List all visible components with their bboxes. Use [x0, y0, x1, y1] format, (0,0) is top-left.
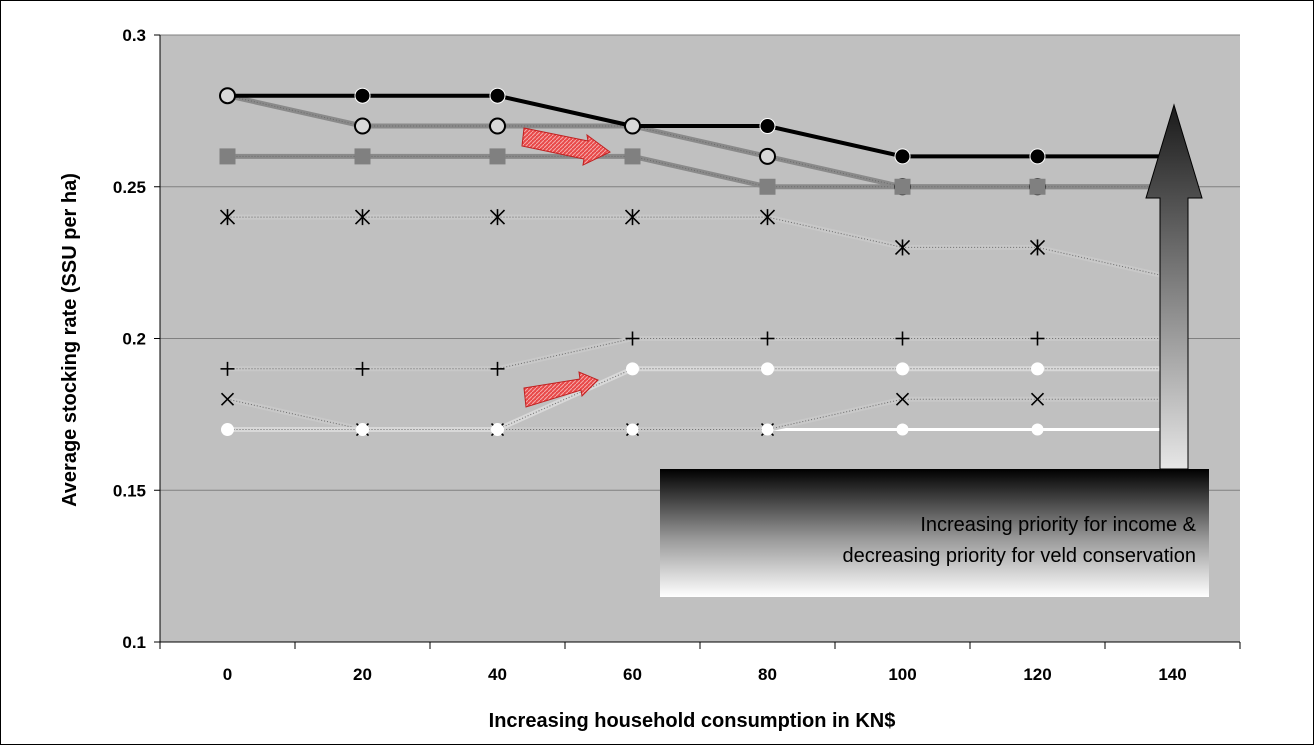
data-point	[1031, 423, 1044, 436]
series-marker-group	[219, 209, 1046, 256]
x-axis-label: Increasing household consumption in KN$	[489, 710, 896, 732]
data-point	[626, 423, 639, 436]
data-point	[1029, 148, 1046, 165]
data-point	[489, 148, 506, 165]
annotation-box	[660, 469, 1209, 597]
data-point	[490, 361, 505, 376]
data-point	[894, 148, 911, 165]
annotation-line-1: Increasing priority for income &	[920, 514, 1196, 536]
data-point	[624, 209, 641, 226]
data-point	[491, 423, 504, 436]
axes: 0.1 0.15 0.2 0.25 0.3 0 20 40 60 80 100 120 140	[113, 26, 1241, 684]
data-point	[761, 423, 774, 436]
y-tick-label: 0.15	[113, 481, 146, 500]
data-point	[896, 362, 909, 376]
data-point	[221, 423, 234, 436]
highlight-arrow-lower	[523, 371, 599, 408]
data-point	[624, 117, 641, 135]
annotation-line-2: decreasing priority for veld conservatio…	[842, 545, 1196, 567]
series-marker-group	[219, 87, 1046, 165]
data-point	[355, 361, 370, 376]
data-point	[625, 331, 640, 346]
data-point	[624, 148, 641, 165]
data-point	[219, 87, 236, 105]
data-point	[895, 392, 910, 406]
data-point	[354, 209, 371, 226]
data-point	[489, 117, 506, 135]
data-point	[356, 423, 369, 436]
data-point	[354, 87, 371, 104]
y-axis-label: Average stocking rate (SSU per ha)	[59, 173, 81, 507]
data-point	[626, 362, 639, 376]
series-line	[227, 214, 1174, 281]
data-point	[759, 147, 776, 165]
data-point	[219, 209, 236, 226]
data-point	[759, 209, 776, 226]
highlight-arrow-upper	[521, 127, 611, 166]
x-tick-label: 100	[888, 665, 916, 684]
data-point	[894, 239, 911, 256]
y-tick-label: 0.2	[122, 330, 146, 349]
y-tick-label: 0.1	[122, 633, 146, 652]
data-point	[220, 392, 235, 406]
data-point	[760, 331, 775, 346]
series-line-texture	[227, 95, 1173, 188]
x-tick-label: 40	[488, 665, 507, 684]
series-group	[219, 87, 1174, 437]
data-point	[354, 117, 371, 135]
data-point	[1031, 362, 1044, 376]
x-tick-label: 20	[353, 665, 372, 684]
series-marker-group	[220, 331, 1045, 376]
x-tick-label: 0	[223, 665, 232, 684]
series-markers	[219, 87, 1046, 437]
data-point	[489, 209, 506, 226]
data-point	[1029, 178, 1046, 195]
series-line	[227, 366, 1173, 432]
data-point	[1030, 331, 1045, 346]
series-lines	[226, 93, 1174, 432]
series-line	[227, 336, 1173, 372]
data-point	[1029, 239, 1046, 256]
data-point	[354, 148, 371, 165]
data-point	[219, 148, 236, 165]
series-line-texture	[227, 155, 1173, 188]
x-tick-label: 60	[623, 665, 642, 684]
series-marker-group	[221, 423, 1044, 436]
x-tick-label: 120	[1023, 665, 1051, 684]
data-point	[895, 331, 910, 346]
data-point	[220, 361, 235, 376]
data-point	[759, 118, 776, 135]
data-point	[1030, 392, 1045, 406]
x-tick-label: 80	[758, 665, 777, 684]
data-point	[759, 178, 776, 195]
y-tick-label: 0.25	[113, 178, 146, 197]
overlays: Increasing priority for income & decreasi…	[521, 103, 1209, 597]
data-point	[761, 362, 774, 376]
priority-arrow	[1145, 103, 1203, 470]
data-point	[489, 87, 506, 104]
series-marker-group	[219, 148, 1046, 195]
data-point	[896, 423, 909, 436]
x-tick-label: 140	[1158, 665, 1186, 684]
data-point	[894, 178, 911, 195]
series-line	[227, 93, 1173, 159]
y-tick-label: 0.3	[122, 26, 146, 45]
